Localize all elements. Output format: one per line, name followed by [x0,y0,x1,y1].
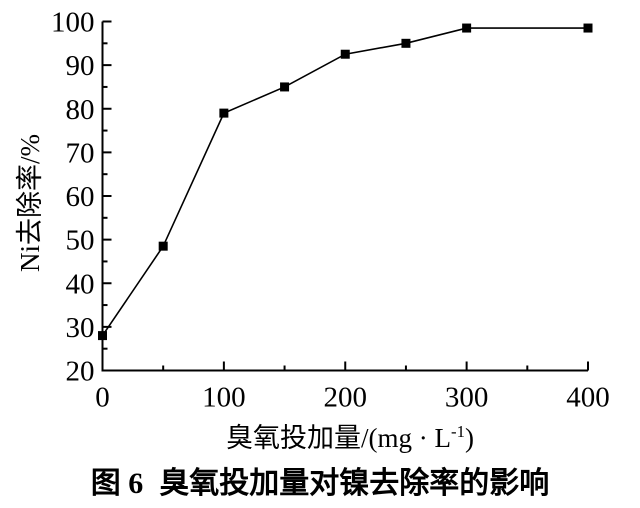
data-line [101,27,588,337]
figure-caption-text: 臭氧投加量对镍去除率的影响 [159,467,550,500]
data-point-marker [219,108,229,118]
y-tick-label: 60 [66,181,95,213]
axis-frame [101,21,588,372]
figure-number: 图 6 [90,467,144,500]
y-tick-label: 20 [66,356,95,388]
x-tick-label: 0 [95,382,110,414]
data-point-marker [280,82,290,92]
y-tick-label: 80 [66,94,95,126]
x-axis-label-main: 臭氧投加量/(mg · L [226,423,452,453]
figure-caption: 图 6 臭氧投加量对镍去除率的影响 [0,458,640,502]
y-tick-label: 50 [66,225,95,257]
y-tick-label: 70 [66,137,95,169]
y-tick-label: 100 [51,7,95,39]
x-tick-label: 300 [445,382,489,414]
data-point-marker [158,241,168,251]
y-tick-label: 30 [66,312,95,344]
x-axis-label-close: ) [464,423,474,453]
x-axis-label-exponent: -1 [451,422,465,441]
y-tick-label: 90 [66,50,95,82]
data-point-marker [401,38,411,48]
y-tick-label: 40 [66,268,95,300]
line-chart: 20 30 40 50 60 70 80 90 100 0 100 200 300 400 [51,7,610,414]
x-tick-label: 400 [566,382,610,414]
data-point-marker [98,331,107,341]
data-point-marker [340,49,350,59]
x-axis-label: 臭氧投加量/(mg · L-1) [105,416,595,455]
x-tick-label: 100 [202,382,246,414]
data-point-marker [583,23,593,33]
y-axis-label: Ni去除率/% [15,134,45,272]
data-point-marker [462,23,472,33]
x-tick-label: 200 [324,382,368,414]
